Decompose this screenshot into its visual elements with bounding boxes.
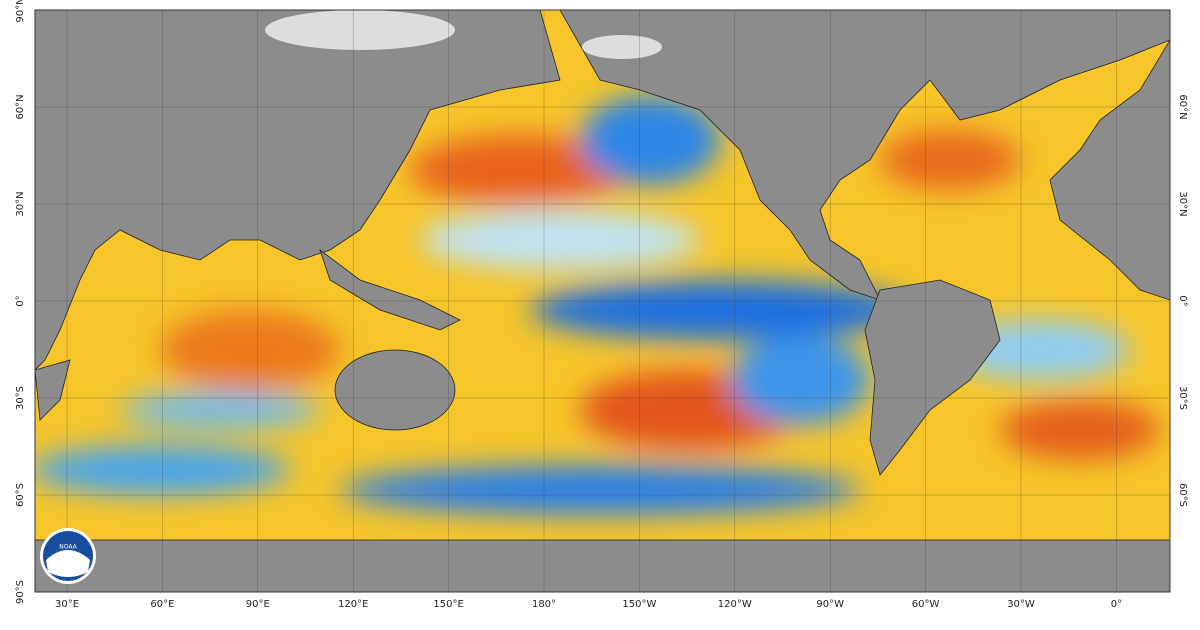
map-area [35, 10, 1170, 592]
lon-label: 90°W [816, 599, 844, 610]
lon-label: 0° [1111, 599, 1122, 610]
logo-wave [46, 550, 90, 577]
noaa-logo: NOAA [40, 528, 96, 584]
lat-label-right: 0° [1177, 295, 1188, 306]
lat-label-right: 60°N [1177, 94, 1188, 119]
lat-label-left: 90°N [15, 0, 26, 23]
lon-label: 180° [532, 599, 556, 610]
graticule [35, 10, 1170, 592]
lon-label: 150°E [433, 599, 463, 610]
anomalies [35, 95, 1160, 515]
land [35, 10, 1170, 592]
map-frame [34, 9, 1171, 593]
lon-label: 90°E [246, 599, 270, 610]
lon-label: 150°W [622, 599, 656, 610]
lat-label-left: 60°N [15, 94, 26, 119]
labels: 30°E 60°E 90°E 120°E 150°E 180° 150°W 120°W 90°W… [15, 0, 1188, 610]
lon-label: 60°W [912, 599, 940, 610]
logo-text: NOAA [59, 544, 77, 551]
lat-label-left: 60°S [15, 483, 26, 507]
lon-label: 30°E [55, 599, 79, 610]
sea-ice [582, 35, 662, 59]
lat-label-left: 30°S [15, 386, 26, 410]
lon-label: 120°W [718, 599, 752, 610]
lat-label-right: 60°S [1177, 483, 1188, 507]
lat-label-right: 30°N [1177, 191, 1188, 216]
sea-ice [265, 10, 455, 50]
lat-label-right: 30°S [1177, 386, 1188, 410]
lon-label: 120°E [338, 599, 368, 610]
lat-label-left: 30°N [15, 191, 26, 216]
lat-label-left: 90°S [15, 580, 26, 604]
lon-label: 30°W [1007, 599, 1035, 610]
lat-label-left: 0° [15, 295, 26, 306]
lon-label: 60°E [150, 599, 174, 610]
